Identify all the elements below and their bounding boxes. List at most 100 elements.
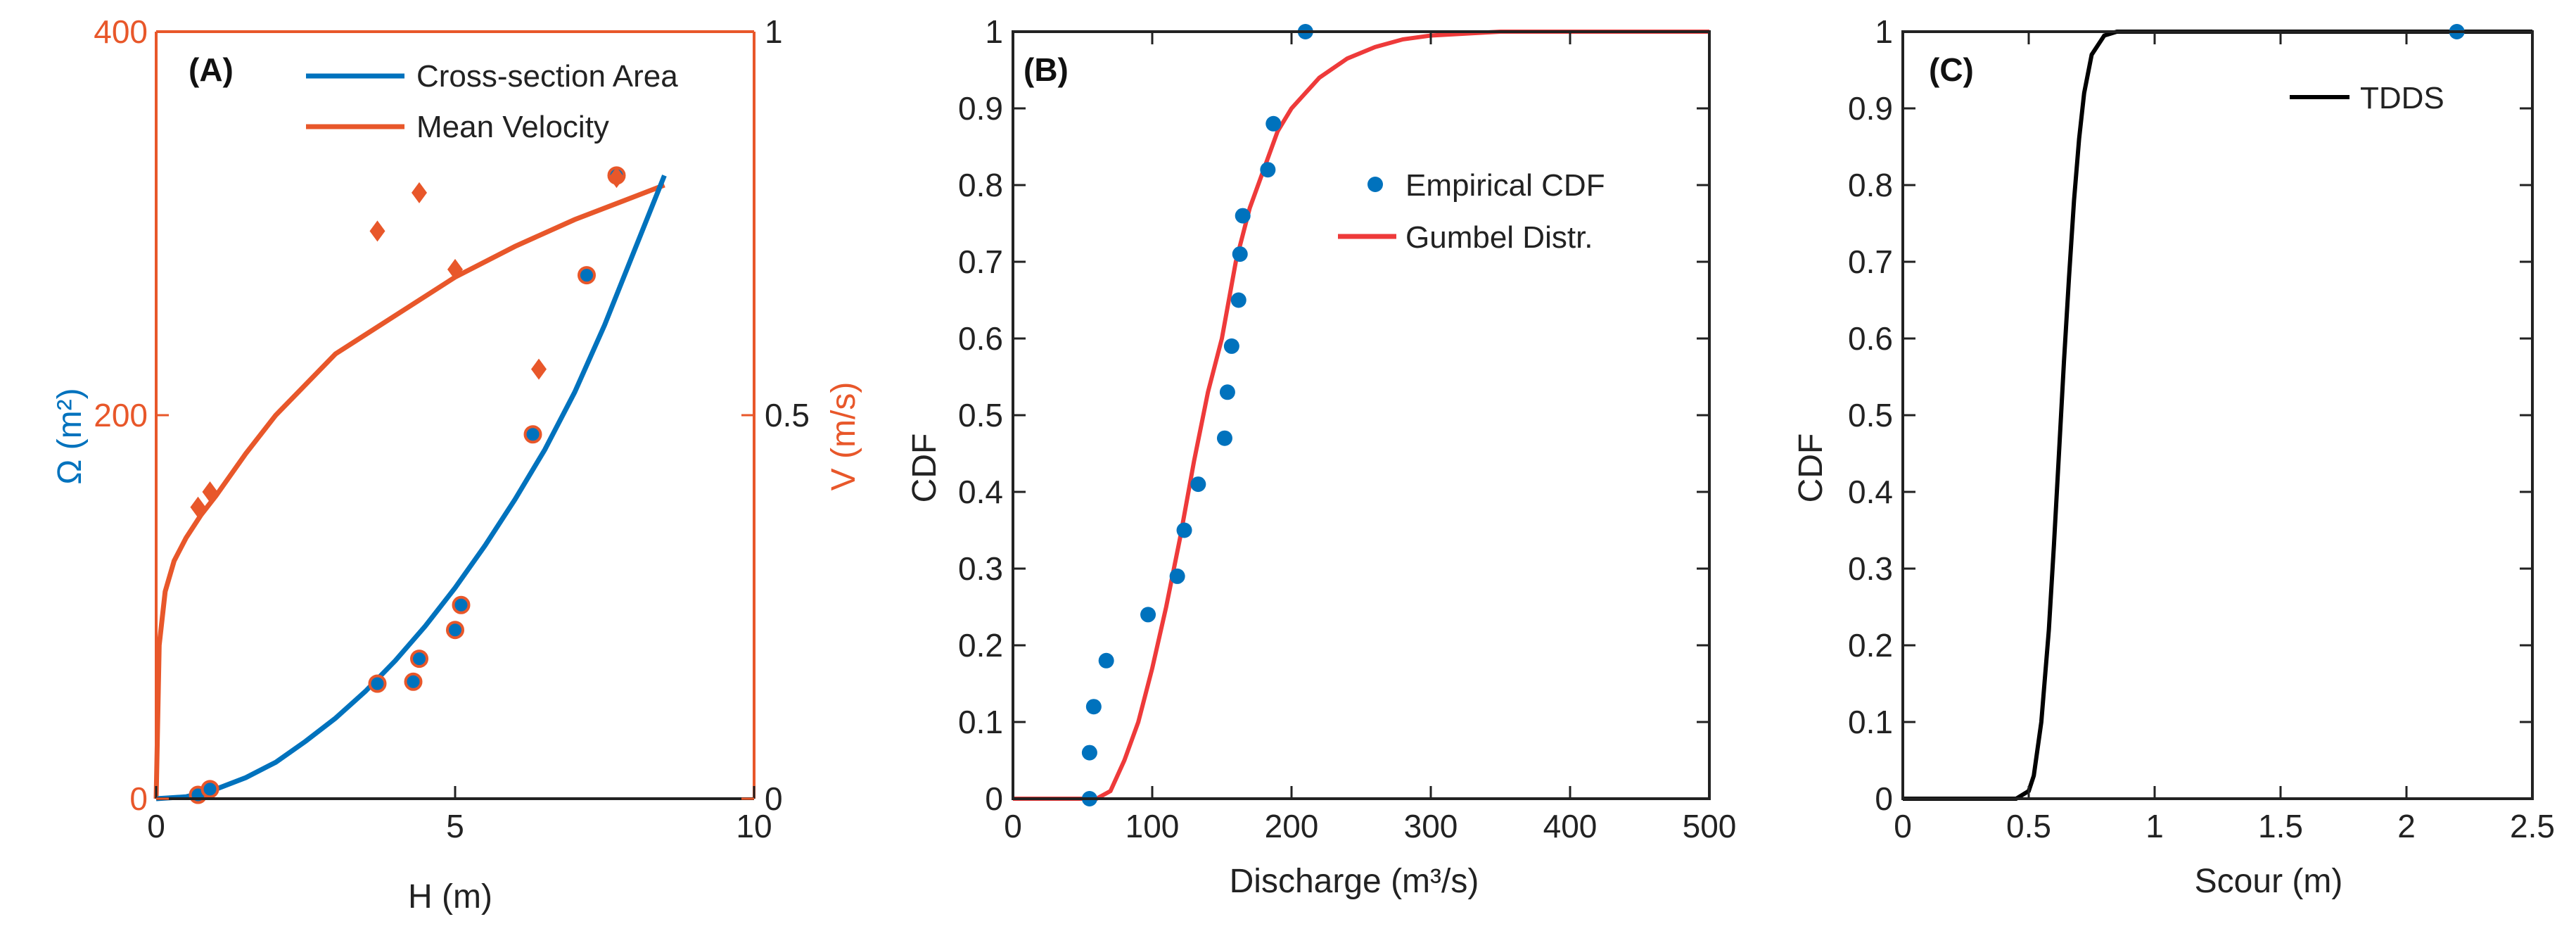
y-tick-label: 0.5 xyxy=(958,397,1003,433)
data-point-empirical-cdf xyxy=(1232,246,1248,262)
y-tick-label: 0.1 xyxy=(958,704,1003,740)
legend-label-gumbel: Gumbel Distr. xyxy=(1405,220,1593,255)
x-tick-label: 0 xyxy=(1004,808,1022,844)
series-line-gumbel xyxy=(1013,30,1709,801)
data-point-area xyxy=(410,650,428,669)
x-tick-label: 400 xyxy=(1543,808,1598,844)
x-tick-label: 300 xyxy=(1404,808,1458,844)
data-point-velocity xyxy=(412,182,427,203)
panel-a-ylabel-left: Ω (m²) xyxy=(51,388,89,484)
y-tick-label: 0 xyxy=(1875,780,1893,817)
y-tick-label: 0.2 xyxy=(1848,627,1893,664)
legend-label-area: Cross-section Area xyxy=(416,59,678,94)
data-point-empirical-cdf xyxy=(1098,652,1114,669)
x-tick-label: 0 xyxy=(147,808,165,844)
panel-a-plot-area xyxy=(153,166,667,804)
y-tick-label: 0.5 xyxy=(1848,397,1893,433)
data-point-velocity xyxy=(202,481,218,502)
data-point-empirical-cdf xyxy=(1223,338,1239,354)
x-tick-label: 500 xyxy=(1683,808,1737,844)
x-tick-label: 1 xyxy=(2145,808,2164,844)
data-point-empirical-cdf xyxy=(1216,430,1232,446)
y-right-tick-label: 0 xyxy=(765,780,783,817)
data-point-area xyxy=(446,621,464,640)
panel-c: 0 0.5 1 1.5 2 2.5 0 0.1 0.2 0.3 0.4 0.5 0.6 0.7 0.8 0.9… xyxy=(1792,13,2555,900)
y-tick-label: 0.3 xyxy=(958,550,1003,587)
x-tick-label: 1.5 xyxy=(2258,808,2303,844)
legend-label-velocity: Mean Velocity xyxy=(416,110,609,144)
data-point-empirical-cdf xyxy=(1235,208,1251,224)
data-point-area xyxy=(578,266,596,285)
series-line-cross-section-area xyxy=(155,175,667,802)
x-tick-label: 10 xyxy=(736,808,772,844)
data-point-empirical-cdf xyxy=(1265,115,1282,132)
panel-a-label: (A) xyxy=(189,51,234,88)
legend-label-tdds: TDDS xyxy=(2360,81,2444,115)
data-point-empirical-cdf xyxy=(1219,384,1235,400)
data-point-empirical-cdf xyxy=(1140,607,1156,623)
y-tick-label: 0.1 xyxy=(1848,704,1893,740)
y-tick-label: 0.7 xyxy=(1848,243,1893,280)
x-tick-label: 0 xyxy=(1894,808,1912,844)
panel-c-plot-area xyxy=(1903,24,2532,801)
y-left-tick-label: 0 xyxy=(129,780,148,817)
data-point-area xyxy=(200,780,219,799)
panel-c-frame xyxy=(1901,30,2534,800)
y-tick-label: 0 xyxy=(985,780,1003,817)
panel-b-ylabel: CDF xyxy=(906,433,943,503)
y-tick-label: 0.8 xyxy=(1848,167,1893,203)
y-tick-label: 0.9 xyxy=(1848,90,1893,127)
x-tick-label: 0.5 xyxy=(2006,808,2051,844)
x-tick-label: 200 xyxy=(1265,808,1319,844)
y-tick-label: 1 xyxy=(985,13,1003,50)
panel-c-ylabel: CDF xyxy=(1792,433,1830,503)
data-point-velocity xyxy=(447,258,463,280)
panel-b-xlabel: Discharge (m³/s) xyxy=(1230,863,1479,900)
data-point-velocity xyxy=(190,496,206,518)
panel-c-axes: 0 0.5 1 1.5 2 2.5 0 0.1 0.2 0.3 0.4 0.5 0.6 0.7 0.8 0.9… xyxy=(1848,13,2555,844)
y-tick-label: 0.9 xyxy=(958,90,1003,127)
data-point-velocity xyxy=(531,358,547,380)
data-point-empirical-cdf xyxy=(1169,568,1185,584)
y-right-tick-label: 0.5 xyxy=(765,397,810,433)
panel-a-xlabel: H (m) xyxy=(408,878,492,916)
panel-b-plot-area xyxy=(1013,24,1709,806)
y-left-tick-label: 400 xyxy=(94,13,148,50)
series-line-tdds xyxy=(1903,30,2532,801)
panel-c-label: (C) xyxy=(1929,51,1974,88)
data-point-area xyxy=(452,595,471,614)
data-point-empirical-cdf xyxy=(1081,745,1097,761)
y-tick-label: 0.7 xyxy=(958,243,1003,280)
y-tick-label: 0.8 xyxy=(958,167,1003,203)
y-tick-label: 1 xyxy=(1875,13,1893,50)
series-line-mean-velocity xyxy=(153,182,665,799)
y-tick-label: 0.6 xyxy=(1848,320,1893,357)
panel-b-label: (B) xyxy=(1024,51,1069,88)
x-tick-label: 2.5 xyxy=(2510,808,2555,844)
data-point-empirical-cdf xyxy=(1260,162,1276,178)
y-tick-label: 0.2 xyxy=(958,627,1003,664)
data-point-empirical-cdf xyxy=(1085,699,1102,715)
data-point-velocity xyxy=(608,167,625,189)
data-point-empirical-cdf xyxy=(1230,292,1246,308)
panel-a-ylabel-right: V (m/s) xyxy=(825,382,862,491)
y-right-tick-label: 1 xyxy=(765,13,783,50)
panel-b: 0 100 200 300 400 500 0 0.1 0.2 0.3 0.4 0.5 0.6 0.7 0.… xyxy=(906,13,1736,900)
y-tick-label: 0.6 xyxy=(958,320,1003,357)
y-left-tick-label: 200 xyxy=(94,397,148,433)
x-tick-label: 100 xyxy=(1126,808,1180,844)
x-tick-label: 5 xyxy=(446,808,464,844)
panel-c-xlabel: Scour (m) xyxy=(2195,863,2343,900)
data-point-empirical-cdf xyxy=(1190,476,1206,493)
y-tick-label: 0.3 xyxy=(1848,550,1893,587)
data-point-area xyxy=(404,672,423,691)
panel-b-frame xyxy=(1012,30,1711,800)
data-point-area xyxy=(523,425,542,444)
panel-b-axes: 0 100 200 300 400 500 0 0.1 0.2 0.3 0.4 0.5 0.6 0.7 0.… xyxy=(958,13,1736,844)
y-tick-label: 0.4 xyxy=(958,474,1003,510)
data-point-area xyxy=(368,674,387,693)
y-tick-label: 0.4 xyxy=(1848,474,1893,510)
legend-label-empirical: Empirical CDF xyxy=(1405,168,1605,203)
